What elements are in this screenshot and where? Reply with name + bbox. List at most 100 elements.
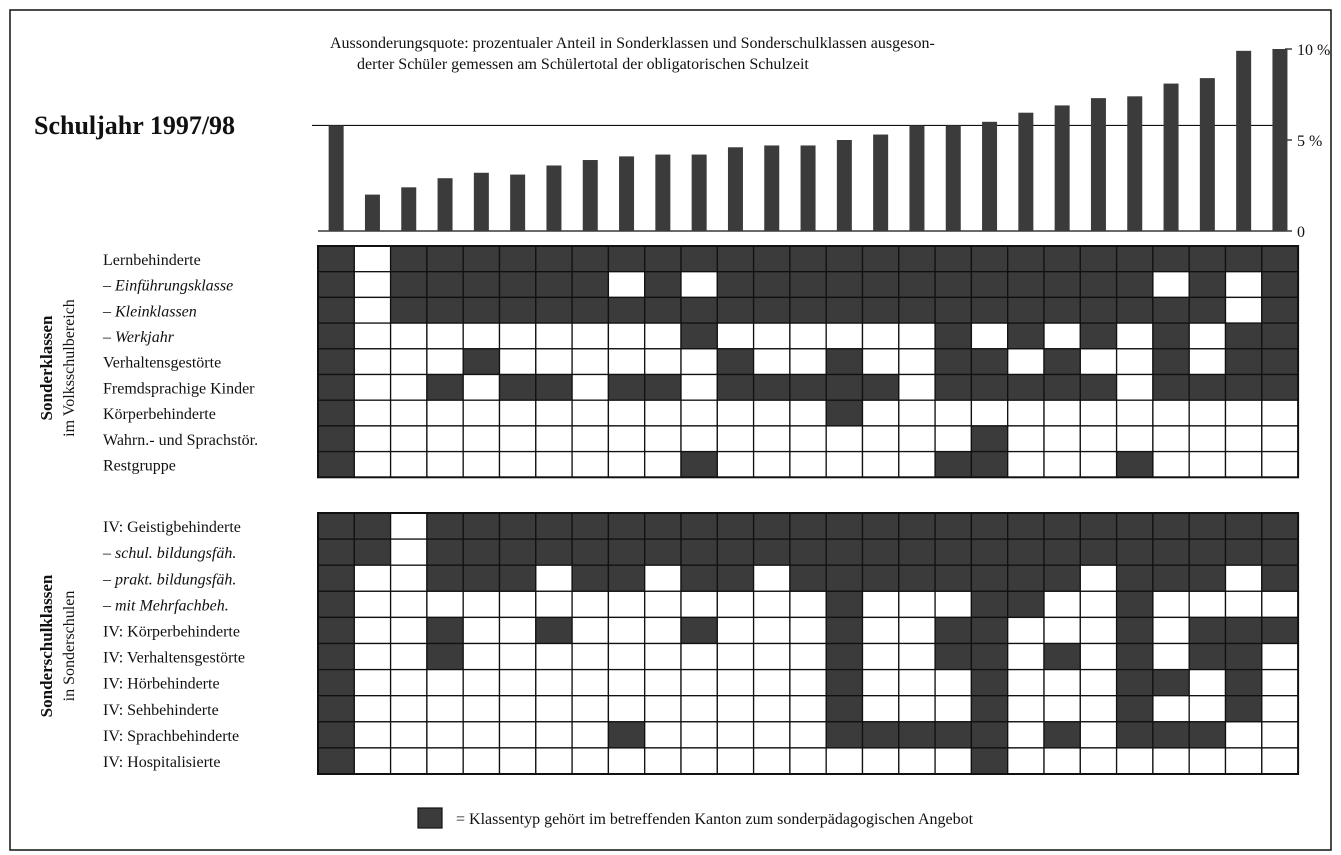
grid-cell xyxy=(462,399,501,427)
grid-cell xyxy=(1224,695,1263,723)
grid-cell xyxy=(680,450,718,478)
grid-cell xyxy=(1079,616,1118,645)
grid-cell xyxy=(426,616,464,645)
grid-cell xyxy=(1043,668,1081,697)
grid-cell xyxy=(389,296,428,324)
grid-cell xyxy=(426,373,464,401)
grid-cell xyxy=(426,695,464,723)
grid-cell xyxy=(535,668,573,697)
grid-cell xyxy=(353,425,392,453)
grid-cell xyxy=(1115,425,1154,453)
grid-cell xyxy=(825,538,864,566)
grid-cell xyxy=(462,271,501,299)
grid-cell xyxy=(680,616,718,645)
grid-cell xyxy=(1079,425,1118,453)
grid-cell xyxy=(1007,538,1045,566)
grid-cell xyxy=(644,642,682,671)
grid-cell xyxy=(571,348,610,376)
grid-cell xyxy=(934,425,973,453)
grid-cell xyxy=(680,512,718,540)
grid-cell xyxy=(1079,322,1118,350)
grid-cell xyxy=(716,245,755,273)
bar-bl xyxy=(1018,112,1034,231)
grid-cell xyxy=(426,450,464,478)
grid-cell xyxy=(644,721,682,749)
grid-cell xyxy=(1188,450,1227,478)
grid-cell xyxy=(1261,642,1299,671)
grid-cell xyxy=(898,296,936,324)
grid-cell xyxy=(317,373,355,401)
grid-cell xyxy=(498,296,537,324)
grid-cell xyxy=(1224,538,1263,566)
grid-cell xyxy=(498,512,537,540)
grid-cell xyxy=(1043,642,1081,671)
grid-cell xyxy=(1188,245,1227,273)
grid-cell xyxy=(317,425,355,453)
grid-cell xyxy=(934,322,973,350)
bar-ju xyxy=(473,172,489,231)
grid-cell xyxy=(389,425,428,453)
grid-cell xyxy=(789,695,827,723)
grid-cell xyxy=(607,425,646,453)
grid-cell xyxy=(571,399,610,427)
grid-cell xyxy=(716,668,755,697)
grid-cell xyxy=(1115,450,1154,478)
grid-cell xyxy=(1079,721,1118,749)
grid-cell xyxy=(716,616,755,645)
grid-cell xyxy=(607,668,646,697)
row-label: – Einführungsklasse xyxy=(102,278,233,295)
grid-cell xyxy=(607,271,646,299)
grid-cell xyxy=(498,642,537,671)
grid-cell xyxy=(462,296,501,324)
bars xyxy=(328,49,1288,232)
grid-cell xyxy=(607,564,646,592)
grid-cell xyxy=(898,590,936,619)
grid-cell xyxy=(934,695,973,723)
grid-cell xyxy=(898,747,936,775)
grid-cell xyxy=(970,668,1009,697)
row-label: IV: Verhaltensgestörte xyxy=(103,650,245,667)
grid-cell xyxy=(680,590,718,619)
grid-cell xyxy=(861,425,900,453)
grid-cell xyxy=(716,450,755,478)
grid-cell xyxy=(789,322,827,350)
grid-cell xyxy=(1152,271,1190,299)
grid-cell xyxy=(934,564,973,592)
grid-cell xyxy=(1115,642,1154,671)
grid-cell xyxy=(825,668,864,697)
grid-cell xyxy=(1115,348,1154,376)
grid-cell xyxy=(644,348,682,376)
grid-cell xyxy=(752,399,791,427)
grid-cell xyxy=(680,538,718,566)
grid-cell xyxy=(1188,538,1227,566)
bar-ge xyxy=(691,154,707,231)
grid-cell xyxy=(1261,668,1299,697)
grid-cell xyxy=(535,747,573,775)
grid-cell xyxy=(1152,245,1190,273)
grid-cell xyxy=(426,538,464,566)
grid-cell xyxy=(1115,296,1154,324)
grid-cell xyxy=(353,512,392,540)
grid-cell xyxy=(426,425,464,453)
grid-cell xyxy=(970,322,1009,350)
grid-cell xyxy=(462,512,501,540)
grid-cell xyxy=(1188,348,1227,376)
bar-sh xyxy=(1272,49,1288,231)
grid-cell xyxy=(353,271,392,299)
bar-gl xyxy=(655,154,671,231)
grid-cell xyxy=(1152,373,1190,401)
grid-cell xyxy=(317,616,355,645)
grid-cell xyxy=(861,721,900,749)
grid-cell xyxy=(1007,399,1045,427)
grid-cell xyxy=(498,721,537,749)
grid-cell xyxy=(571,296,610,324)
row-label: IV: Hörbehinderte xyxy=(103,676,220,693)
grid-cell xyxy=(898,348,936,376)
grid-cell xyxy=(934,590,973,619)
grid-cell xyxy=(898,668,936,697)
grid-cell xyxy=(535,616,573,645)
grid-cell xyxy=(1188,668,1227,697)
grid-cell xyxy=(426,512,464,540)
grid-border xyxy=(317,245,1300,479)
grid-cell xyxy=(462,564,501,592)
